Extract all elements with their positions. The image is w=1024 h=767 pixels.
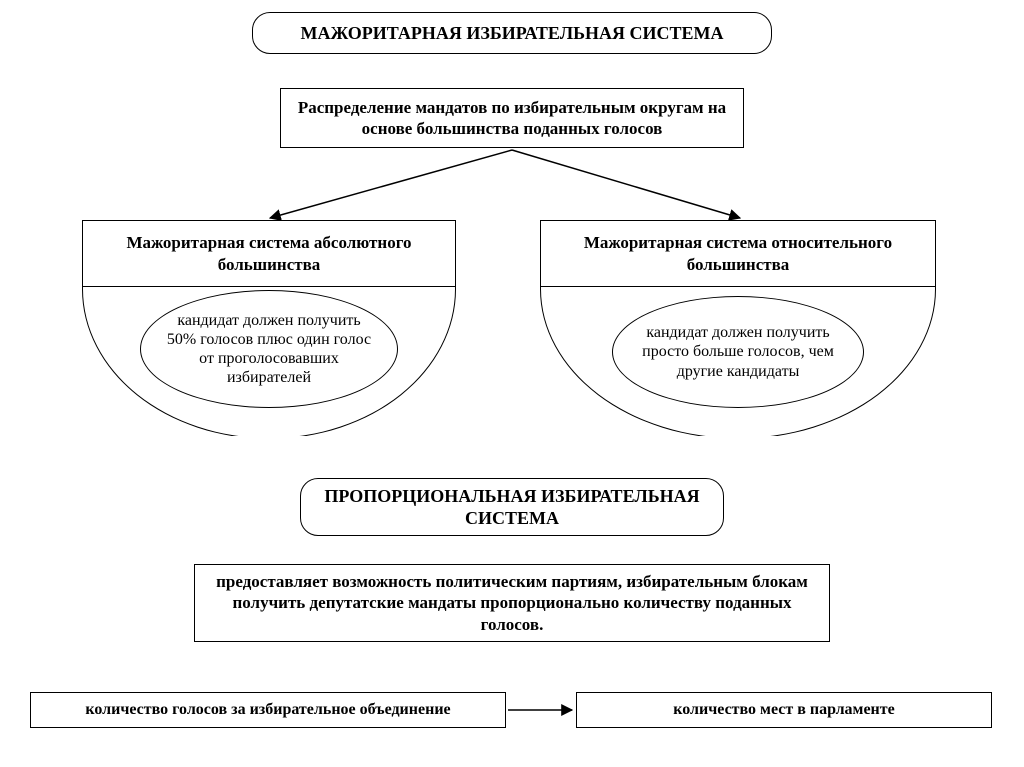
absolute-header-box: Мажоритарная система абсолютного большин…: [82, 220, 456, 286]
absolute-header-text: Мажоритарная система абсолютного большин…: [97, 232, 441, 275]
flow-from-box: количество голосов за избирательное объе…: [30, 692, 506, 728]
proportional-title-text: ПРОПОРЦИОНАЛЬНАЯ ИЗБИРАТЕЛЬНАЯ СИСТЕМА: [315, 485, 709, 530]
proportional-definition-text: предоставляет возможность политическим п…: [209, 571, 815, 635]
flow-to-text: количество мест в парламенте: [673, 700, 894, 720]
absolute-detail-text: кандидат должен получить 50% голосов плю…: [161, 311, 377, 388]
flow-to-box: количество мест в парламенте: [576, 692, 992, 728]
relative-header-text: Мажоритарная система относительного боль…: [555, 232, 921, 275]
edge-def-to-absolute: [270, 150, 512, 218]
edge-def-to-relative: [512, 150, 740, 218]
proportional-definition-box: предоставляет возможность политическим п…: [194, 564, 830, 642]
majoritarian-title-box: МАЖОРИТАРНАЯ ИЗБИРАТЕЛЬНАЯ СИСТЕМА: [252, 12, 772, 54]
relative-detail-text: кандидат должен получить просто больше г…: [633, 323, 843, 381]
absolute-detail-ellipse: кандидат должен получить 50% голосов плю…: [140, 290, 398, 408]
proportional-title-box: ПРОПОРЦИОНАЛЬНАЯ ИЗБИРАТЕЛЬНАЯ СИСТЕМА: [300, 478, 724, 536]
relative-detail-ellipse: кандидат должен получить просто больше г…: [612, 296, 864, 408]
majoritarian-definition-box: Распределение мандатов по избирательным …: [280, 88, 744, 148]
flow-from-text: количество голосов за избирательное объе…: [85, 700, 450, 720]
majoritarian-definition-text: Распределение мандатов по избирательным …: [295, 97, 729, 140]
relative-header-box: Мажоритарная система относительного боль…: [540, 220, 936, 286]
majoritarian-title-text: МАЖОРИТАРНАЯ ИЗБИРАТЕЛЬНАЯ СИСТЕМА: [300, 22, 723, 45]
